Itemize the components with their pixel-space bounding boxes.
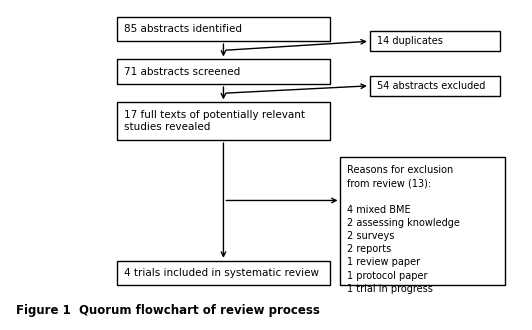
Text: 2 reports: 2 reports: [347, 244, 392, 254]
Text: 14 duplicates: 14 duplicates: [377, 36, 443, 46]
Bar: [370, 31, 500, 51]
Text: 1 review paper: 1 review paper: [347, 257, 420, 267]
Bar: [117, 102, 330, 140]
Text: from review (13):: from review (13):: [347, 178, 431, 188]
Text: Reasons for exclusion: Reasons for exclusion: [347, 165, 454, 175]
Text: 2 assessing knowledge: 2 assessing knowledge: [347, 218, 460, 228]
Text: 4 trials included in systematic review: 4 trials included in systematic review: [124, 268, 319, 278]
Bar: [370, 76, 500, 96]
Text: 54 abstracts excluded: 54 abstracts excluded: [377, 81, 485, 91]
Text: 17 fu⁠ll texts of potentially relevant
studies revealed: 17 fu⁠ll texts of potentially relevant s…: [124, 111, 305, 132]
Text: 1 trial in progress: 1 trial in progress: [347, 284, 433, 294]
Text: Figure 1  Quorum flowchart of review process: Figure 1 Quorum flowchart of review proc…: [16, 304, 320, 317]
Text: 1 protocol paper: 1 protocol paper: [347, 271, 428, 280]
Text: 4 mixed BME: 4 mixed BME: [347, 205, 411, 214]
Text: 71 abstracts screened: 71 abstracts screened: [124, 67, 240, 77]
Bar: [117, 16, 330, 41]
Text: 2 surveys: 2 surveys: [347, 231, 395, 241]
Bar: [117, 261, 330, 285]
Bar: [117, 59, 330, 84]
Bar: [340, 157, 505, 285]
Text: 85 abstracts identified: 85 abstracts identified: [124, 24, 242, 34]
